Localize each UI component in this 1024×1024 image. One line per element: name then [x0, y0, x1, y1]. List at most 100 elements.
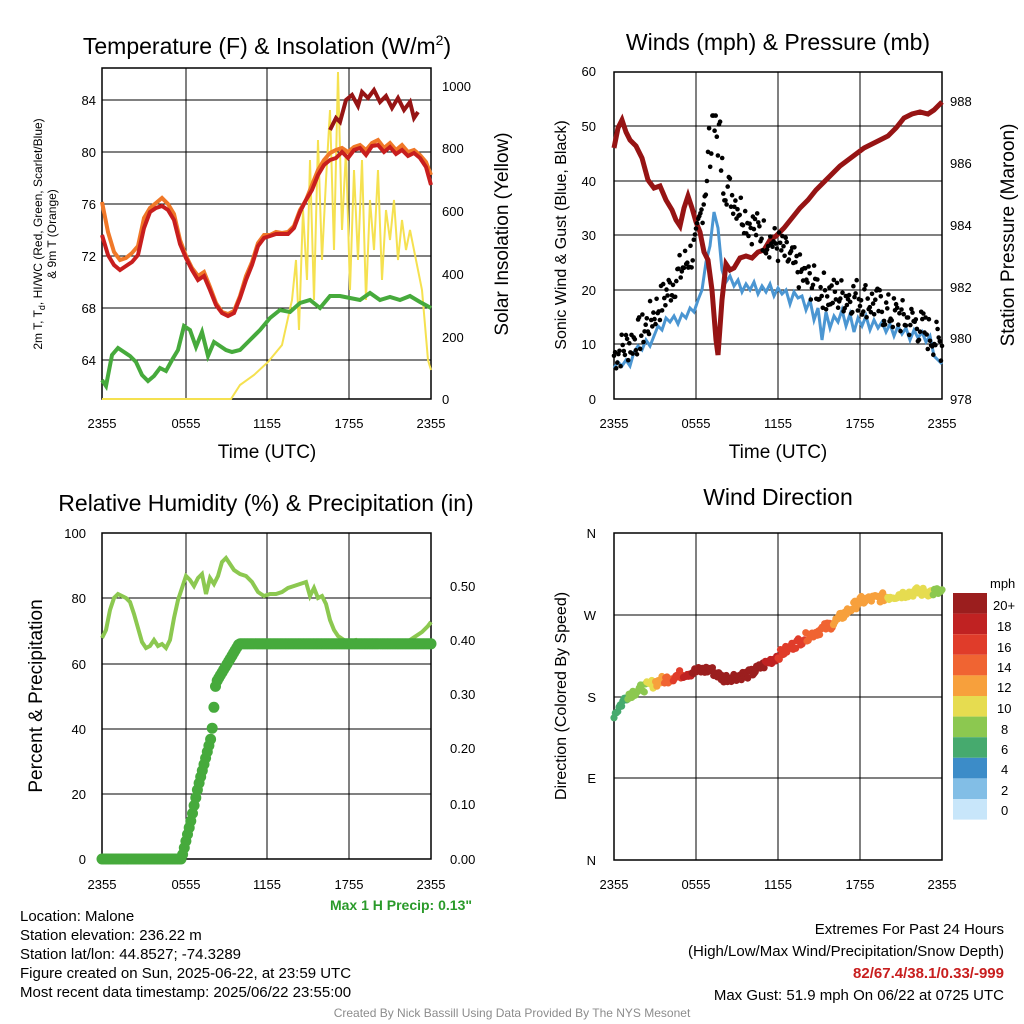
time-tick: 2355 — [600, 877, 629, 892]
legend-title: mph — [990, 576, 1015, 591]
time-tick: 2355 — [88, 416, 117, 431]
gust-point — [851, 283, 856, 289]
gust-point — [770, 244, 775, 249]
gust-point — [865, 296, 870, 301]
gust-point — [857, 303, 863, 309]
gust-point — [703, 192, 709, 197]
gust-point — [852, 294, 857, 300]
wind-tick: 10 — [582, 337, 596, 352]
legend-label: 18 — [997, 619, 1011, 634]
gust-point — [717, 119, 723, 124]
gust-point — [831, 277, 837, 283]
gust-point — [613, 366, 619, 371]
gust-point — [926, 316, 932, 322]
gust-point — [823, 307, 829, 312]
gust-point — [936, 335, 941, 340]
legend-label: 8 — [1001, 722, 1008, 737]
gust-point — [667, 280, 673, 285]
gust-point — [651, 310, 656, 315]
gust-point — [630, 351, 635, 356]
gust-point — [709, 151, 714, 156]
legend-swatch — [953, 696, 987, 717]
gust-point — [933, 342, 938, 348]
gust-point — [764, 247, 770, 252]
time-tick: 2355 — [928, 416, 957, 431]
gust-point — [864, 315, 869, 320]
temp-tick: 80 — [82, 145, 96, 160]
winds-plot-frame — [613, 71, 943, 400]
gust-point — [689, 265, 694, 270]
gust-point — [893, 301, 899, 307]
direction-tick: S — [587, 690, 596, 705]
legend-label: 0 — [1001, 803, 1008, 818]
gust-point — [652, 316, 657, 322]
gust-point — [873, 297, 878, 303]
gust-point — [624, 336, 630, 342]
gust-point — [676, 266, 681, 272]
gust-point — [727, 176, 733, 181]
gust-point — [793, 259, 798, 265]
time-tick: 1755 — [335, 416, 364, 431]
gust-point — [698, 211, 703, 216]
winds-x-ticks: 2355 0555 1155 1755 2355 — [600, 416, 957, 431]
humidity-tick: 0 — [79, 852, 86, 867]
gust-point — [777, 240, 783, 246]
gust-point — [670, 282, 676, 288]
insolation-line — [102, 71, 432, 400]
gust-point — [877, 287, 882, 293]
gust-point — [931, 352, 936, 358]
gust-point — [618, 363, 623, 369]
gust-point — [829, 283, 834, 288]
legend-label: 20+ — [993, 598, 1015, 613]
extremes-info: Extremes For Past 24 Hours (High/Low/Max… — [688, 919, 1004, 1007]
gust-point — [858, 298, 864, 303]
legend-labels: 20+ 18 16 14 12 10 8 6 4 2 0 — [993, 598, 1015, 818]
legend-colorbar — [953, 593, 987, 820]
temp-tick: 84 — [82, 93, 96, 108]
gust-point — [783, 235, 788, 240]
gust-point — [879, 309, 885, 315]
direction-tick: E — [587, 771, 596, 786]
temp-tick: 68 — [82, 301, 96, 316]
gust-point — [921, 311, 926, 316]
gust-point — [640, 312, 645, 317]
gust-point — [636, 315, 642, 320]
time-tick: 2355 — [88, 877, 117, 892]
gust-point — [623, 332, 629, 338]
gust-point — [659, 308, 665, 313]
gust-point — [840, 290, 845, 296]
gust-point — [753, 232, 759, 238]
gust-point — [619, 332, 624, 338]
gust-point — [737, 212, 742, 218]
insolation-tick: 600 — [442, 204, 464, 219]
gust-point — [863, 283, 868, 288]
gust-point — [847, 299, 853, 305]
temperature-x-ticks: 2355 0555 1155 1755 2355 — [88, 416, 446, 431]
legend-swatch — [953, 799, 987, 820]
legend-label: 12 — [997, 680, 1011, 695]
gust-point — [786, 257, 792, 262]
gust-point — [871, 312, 877, 317]
pressure-tick: 982 — [950, 280, 972, 295]
gust-point — [672, 294, 678, 300]
gust-point — [838, 296, 843, 301]
temp-tick: 64 — [82, 353, 96, 368]
humidity-title: Relative Humidity (%) & Precipitation (i… — [58, 490, 473, 516]
gust-point — [759, 236, 764, 241]
wind-tick: 20 — [582, 283, 596, 298]
gust-point — [779, 248, 784, 253]
gust-point — [896, 322, 901, 328]
gust-point — [781, 243, 786, 249]
humidity-y-ticks: 100 80 60 40 20 0 — [64, 526, 86, 867]
gust-point — [634, 352, 640, 357]
gust-point — [772, 226, 777, 231]
time-tick: 2355 — [928, 877, 957, 892]
time-tick: 0555 — [682, 416, 711, 431]
gust-point — [885, 306, 890, 311]
gust-point — [776, 230, 782, 235]
extremes-title: Extremes For Past 24 Hours — [814, 921, 1004, 938]
heat-index-line — [328, 86, 420, 131]
extremes-values: 82/67.4/38.1/0.33/-999 — [853, 965, 1004, 982]
gust-point — [735, 206, 740, 212]
